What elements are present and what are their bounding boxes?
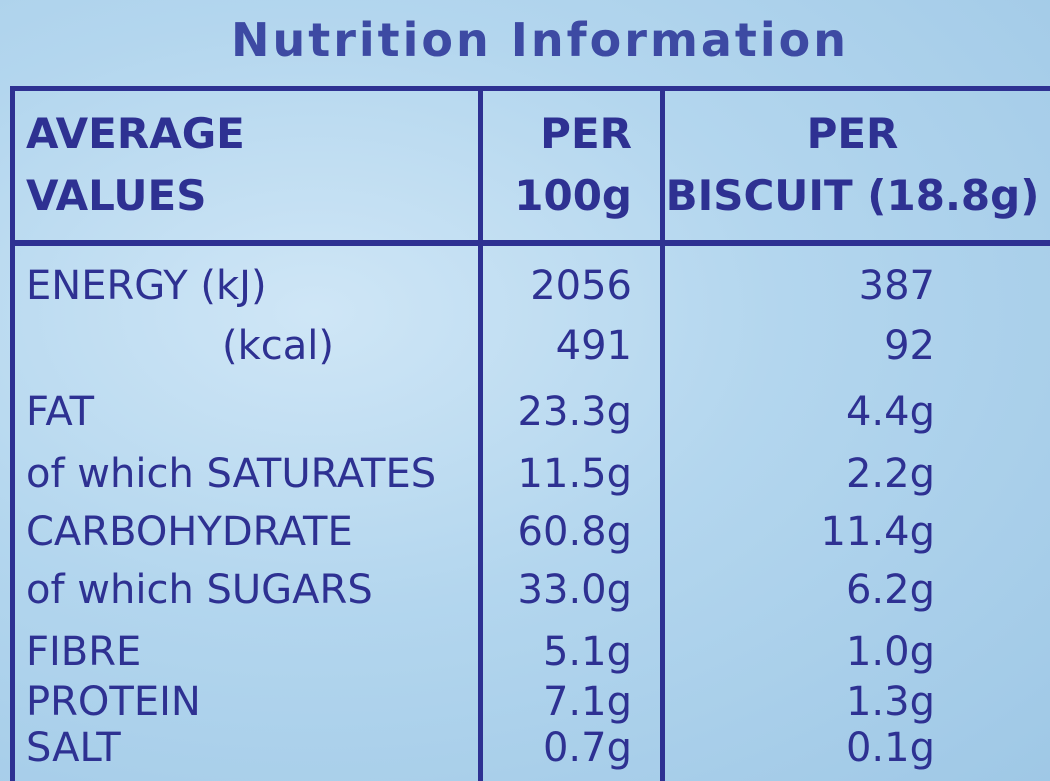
- value-per-100g: 23.3g: [517, 389, 632, 435]
- value-per-biscuit: 1.0g: [845, 629, 935, 675]
- header-per-100g: PER: [540, 109, 632, 158]
- header-per-biscuit: BISCUIT (18.8g): [665, 171, 1040, 220]
- value-per-biscuit: 11.4g: [820, 509, 935, 555]
- value-per-100g: 60.8g: [517, 509, 632, 555]
- nutrient-name: FAT: [26, 389, 95, 435]
- nutrient-name: of which SUGARS: [26, 567, 373, 613]
- column-rule: [660, 86, 665, 781]
- header-per-100g: 100g: [514, 171, 632, 220]
- nutrient-name: ENERGY (kJ): [26, 263, 267, 309]
- value-per-biscuit: 1.3g: [845, 679, 935, 725]
- title: Nutrition Information: [230, 13, 850, 67]
- nutrient-name: FIBRE: [26, 629, 142, 675]
- border: [10, 86, 15, 781]
- nutrient-name: (kcal): [222, 323, 334, 369]
- value-per-100g: 5.1g: [542, 629, 632, 675]
- value-per-biscuit: 4.4g: [845, 389, 935, 435]
- value-per-biscuit: 387: [858, 263, 935, 309]
- column-rule: [478, 86, 483, 781]
- header-label: VALUES: [26, 171, 207, 220]
- value-per-100g: 491: [555, 323, 632, 369]
- nutrient-name: CARBOHYDRATE: [26, 509, 353, 555]
- header-rule: [10, 240, 1050, 246]
- value-per-biscuit: 0.1g: [845, 725, 935, 771]
- nutrient-name: of which SATURATES: [26, 451, 437, 497]
- value-per-biscuit: 92: [884, 323, 935, 369]
- value-per-100g: 0.7g: [542, 725, 632, 771]
- border: [10, 86, 1050, 91]
- header-per-biscuit: PER: [806, 109, 899, 158]
- value-per-100g: 2056: [530, 263, 632, 309]
- value-per-100g: 33.0g: [517, 567, 632, 613]
- value-per-100g: 11.5g: [517, 451, 632, 497]
- value-per-biscuit: 2.2g: [845, 451, 935, 497]
- header-label: AVERAGE: [26, 109, 245, 158]
- nutrient-name: SALT: [26, 725, 121, 771]
- nutrient-name: PROTEIN: [26, 679, 201, 725]
- value-per-100g: 7.1g: [542, 679, 632, 725]
- value-per-biscuit: 6.2g: [845, 567, 935, 613]
